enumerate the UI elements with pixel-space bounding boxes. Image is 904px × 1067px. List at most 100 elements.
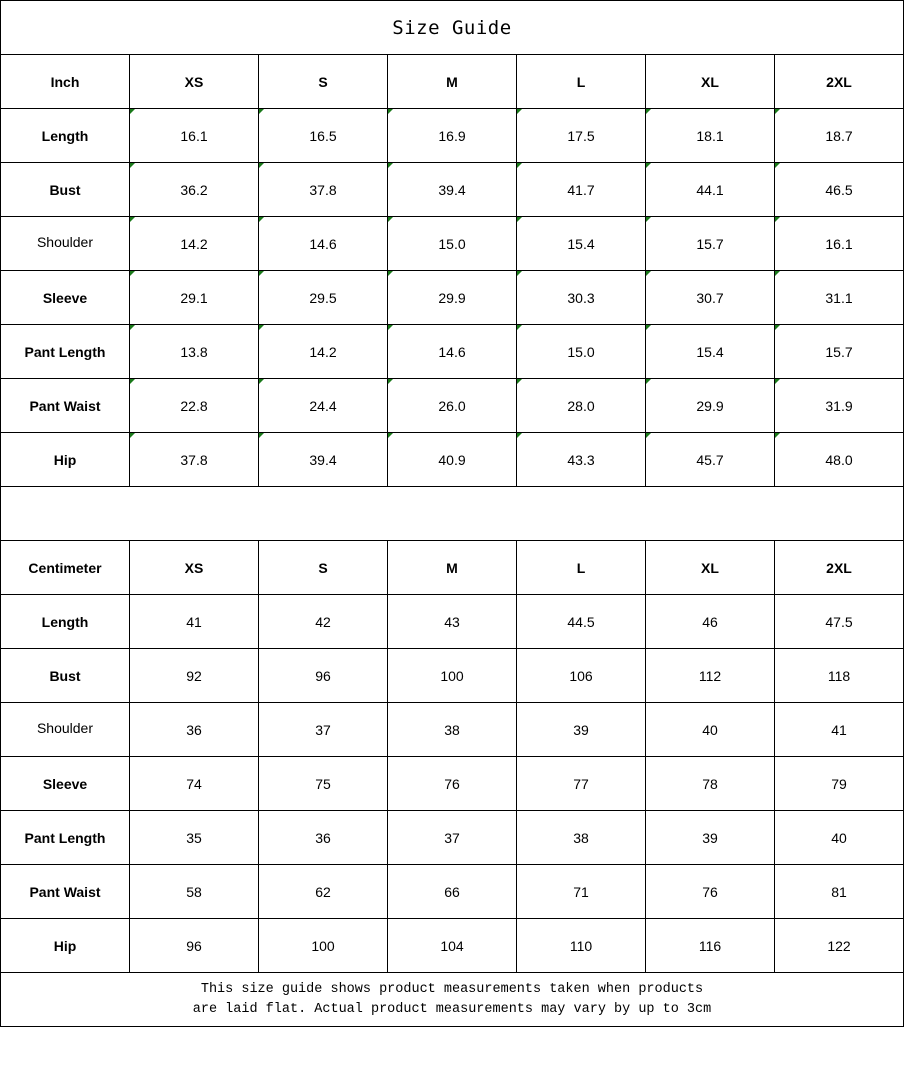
table-row: Pant Length 13.8 14.2 14.6 15.0 15.4 15.7 <box>0 324 904 379</box>
measurement-value: 40 <box>645 702 775 757</box>
measurement-value: 16.5 <box>258 108 388 163</box>
measurement-value: 18.7 <box>774 108 904 163</box>
measurement-label: Pant Waist <box>0 378 130 433</box>
measurement-label: Pant Waist <box>0 864 130 919</box>
measurement-value: 38 <box>387 702 517 757</box>
measurement-value: 43 <box>387 594 517 649</box>
measurement-value: 37.8 <box>129 432 259 487</box>
measurement-value: 71 <box>516 864 646 919</box>
measurement-value: 36.2 <box>129 162 259 217</box>
measurement-value: 22.8 <box>129 378 259 433</box>
size-header: 2XL <box>774 540 904 595</box>
measurement-value: 14.6 <box>258 216 388 271</box>
measurement-value: 14.2 <box>129 216 259 271</box>
measurement-value: 14.6 <box>387 324 517 379</box>
measurement-value: 31.1 <box>774 270 904 325</box>
header-row: Centimeter XS S M L XL 2XL <box>0 540 904 595</box>
size-header: M <box>387 540 517 595</box>
table-row: Pant Length 35 36 37 38 39 40 <box>0 810 904 865</box>
measurement-value: 41 <box>774 702 904 757</box>
table-row: Pant Waist 58 62 66 71 76 81 <box>0 864 904 919</box>
size-header: XL <box>645 54 775 109</box>
measurement-value: 36 <box>129 702 259 757</box>
table-row: Shoulder 36 37 38 39 40 41 <box>0 702 904 757</box>
measurement-value: 14.2 <box>258 324 388 379</box>
measurement-label: Length <box>0 594 130 649</box>
measurement-note: This size guide shows product measuremen… <box>0 972 904 1027</box>
measurement-value: 66 <box>387 864 517 919</box>
measurement-value: 106 <box>516 648 646 703</box>
measurement-value: 39 <box>645 810 775 865</box>
size-header: L <box>516 540 646 595</box>
measurement-value: 17.5 <box>516 108 646 163</box>
table-row: Hip 96 100 104 110 116 122 <box>0 918 904 973</box>
measurement-value: 45.7 <box>645 432 775 487</box>
measurement-value: 28.0 <box>516 378 646 433</box>
measurement-value: 43.3 <box>516 432 646 487</box>
note-line-2: are laid flat. Actual product measuremen… <box>192 1001 712 1017</box>
measurement-value: 116 <box>645 918 775 973</box>
measurement-label: Pant Length <box>0 810 130 865</box>
measurement-value: 92 <box>129 648 259 703</box>
measurement-value: 15.7 <box>645 216 775 271</box>
table-row: Pant Waist 22.8 24.4 26.0 28.0 29.9 31.9 <box>0 378 904 433</box>
measurement-value: 46.5 <box>774 162 904 217</box>
table-row: Length 41 42 43 44.5 46 47.5 <box>0 594 904 649</box>
size-header: 2XL <box>774 54 904 109</box>
table-row: Bust 36.2 37.8 39.4 41.7 44.1 46.5 <box>0 162 904 217</box>
measurement-value: 58 <box>129 864 259 919</box>
measurement-value: 48.0 <box>774 432 904 487</box>
measurement-value: 39 <box>516 702 646 757</box>
table-row: Bust 92 96 100 106 112 118 <box>0 648 904 703</box>
measurement-value: 104 <box>387 918 517 973</box>
table-row: Shoulder 14.2 14.6 15.0 15.4 15.7 16.1 <box>0 216 904 271</box>
measurement-label: Shoulder <box>0 702 130 757</box>
measurement-value: 62 <box>258 864 388 919</box>
measurement-value: 42 <box>258 594 388 649</box>
measurement-value: 35 <box>129 810 259 865</box>
measurement-value: 30.3 <box>516 270 646 325</box>
note-row: This size guide shows product measuremen… <box>0 972 904 1027</box>
measurement-value: 39.4 <box>258 432 388 487</box>
size-header: L <box>516 54 646 109</box>
size-header: XS <box>129 54 259 109</box>
table-row: Sleeve 74 75 76 77 78 79 <box>0 756 904 811</box>
measurement-value: 75 <box>258 756 388 811</box>
size-header: M <box>387 54 517 109</box>
measurement-value: 15.4 <box>516 216 646 271</box>
measurement-value: 29.9 <box>645 378 775 433</box>
measurement-value: 79 <box>774 756 904 811</box>
spacer <box>0 486 904 541</box>
header-row: Inch XS S M L XL 2XL <box>0 54 904 109</box>
measurement-value: 38 <box>516 810 646 865</box>
measurement-value: 24.4 <box>258 378 388 433</box>
measurement-value: 118 <box>774 648 904 703</box>
measurement-value: 41.7 <box>516 162 646 217</box>
measurement-value: 40 <box>774 810 904 865</box>
measurement-value: 47.5 <box>774 594 904 649</box>
measurement-value: 18.1 <box>645 108 775 163</box>
measurement-value: 100 <box>387 648 517 703</box>
note-line-1: This size guide shows product measuremen… <box>200 981 704 997</box>
measurement-label: Sleeve <box>0 756 130 811</box>
measurement-value: 37.8 <box>258 162 388 217</box>
measurement-value: 29.1 <box>129 270 259 325</box>
measurement-label: Sleeve <box>0 270 130 325</box>
measurement-label: Pant Length <box>0 324 130 379</box>
unit-label: Centimeter <box>0 540 130 595</box>
measurement-value: 29.9 <box>387 270 517 325</box>
measurement-value: 76 <box>645 864 775 919</box>
size-guide-table: Size Guide Inch XS S M L XL 2XL Length 16.1 16.5 1… <box>0 0 904 1027</box>
measurement-value: 77 <box>516 756 646 811</box>
measurement-label: Shoulder <box>0 216 130 271</box>
measurement-label: Bust <box>0 648 130 703</box>
size-header: XL <box>645 540 775 595</box>
measurement-value: 81 <box>774 864 904 919</box>
measurement-value: 26.0 <box>387 378 517 433</box>
measurement-value: 122 <box>774 918 904 973</box>
measurement-value: 46 <box>645 594 775 649</box>
measurement-value: 31.9 <box>774 378 904 433</box>
measurement-value: 44.1 <box>645 162 775 217</box>
measurement-value: 30.7 <box>645 270 775 325</box>
measurement-value: 96 <box>129 918 259 973</box>
